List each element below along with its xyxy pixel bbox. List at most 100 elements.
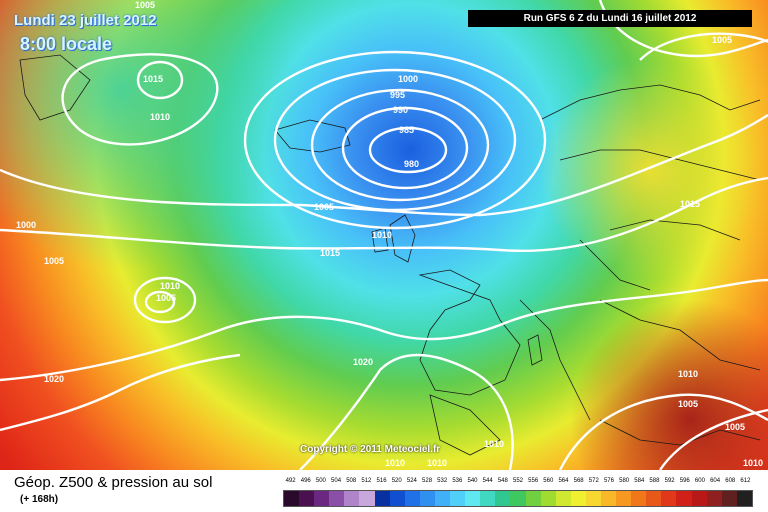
scale-value-label: 500 xyxy=(315,478,326,484)
isobar-label: 1010 xyxy=(150,112,170,122)
isobar-label: 1015 xyxy=(680,199,700,209)
isobar-label: 1020 xyxy=(353,357,373,367)
scale-value-label: 496 xyxy=(300,478,311,484)
scale-swatch xyxy=(284,491,300,506)
isobar-label: 1015 xyxy=(143,74,163,84)
isobar-label: 995 xyxy=(390,90,405,100)
scale-value-label: 592 xyxy=(664,478,675,484)
map-title: Géop. Z500 & pression au sol xyxy=(14,474,213,491)
scale-value-label: 588 xyxy=(649,478,660,484)
scale-value-label: 512 xyxy=(361,478,372,484)
forecast-lead-time: (+ 168h) xyxy=(20,494,59,505)
scale-value-label: 568 xyxy=(573,478,584,484)
model-run-banner: Run GFS 6 Z du Lundi 16 juillet 2012 xyxy=(468,10,752,27)
isobars xyxy=(0,0,768,470)
forecast-time: 8:00 locale xyxy=(20,34,113,54)
isobar-label: 1005 xyxy=(314,202,334,212)
scale-value-label: 520 xyxy=(391,478,402,484)
isobar-label: 1005 xyxy=(678,399,698,409)
isobar-label: 990 xyxy=(393,105,408,115)
scale-value-label: 572 xyxy=(588,478,599,484)
scale-swatch xyxy=(434,491,451,506)
scale-swatch xyxy=(570,491,586,506)
scale-swatch xyxy=(495,491,511,506)
scale-swatch xyxy=(631,491,647,506)
isobar-label: 1010 xyxy=(372,230,392,240)
scale-value-label: 600 xyxy=(694,478,705,484)
weather-map: 1005 1015 1010 1000 995 990 985 980 1005… xyxy=(0,0,768,470)
scale-swatch xyxy=(676,491,692,506)
scale-value-label: 524 xyxy=(406,478,417,484)
isobar-label: 1020 xyxy=(44,374,64,384)
scale-value-label: 544 xyxy=(482,478,493,484)
scale-swatch xyxy=(661,491,677,506)
scale-value-label: 540 xyxy=(467,478,478,484)
scale-swatch xyxy=(736,491,752,506)
isobar-label: 1010 xyxy=(427,458,447,468)
scale-swatch xyxy=(374,491,390,506)
map-canvas: 1005 1015 1010 1000 995 990 985 980 1005… xyxy=(0,0,768,470)
scale-swatch xyxy=(450,491,466,506)
isobar-label: 1005 xyxy=(135,0,155,10)
isobar-label: 1010 xyxy=(385,458,405,468)
scale-swatch xyxy=(389,491,405,506)
scale-swatch xyxy=(616,491,632,506)
scale-value-label: 536 xyxy=(452,478,463,484)
isobar-label: 1000 xyxy=(16,220,36,230)
scale-swatch xyxy=(299,491,315,506)
scale-value-label: 532 xyxy=(437,478,448,484)
scale-value-label: 604 xyxy=(710,478,721,484)
scale-value-label: 576 xyxy=(603,478,614,484)
scale-value-label: 608 xyxy=(725,478,736,484)
scale-swatch xyxy=(314,491,330,506)
scale-value-label: 564 xyxy=(558,478,569,484)
scale-swatch xyxy=(404,491,420,506)
isobar-label: 980 xyxy=(404,159,419,169)
scale-swatch xyxy=(646,491,662,506)
scale-value-label: 548 xyxy=(497,478,508,484)
isobar-label: 1010 xyxy=(743,458,763,468)
scale-value-label: 556 xyxy=(528,478,539,484)
color-scale xyxy=(283,490,753,507)
scale-value-label: 508 xyxy=(346,478,357,484)
isobar-label: 1010 xyxy=(160,281,180,291)
scale-value-label: 492 xyxy=(285,478,296,484)
scale-swatch xyxy=(706,491,722,506)
scale-value-label: 528 xyxy=(422,478,433,484)
isobar-label: 1005 xyxy=(725,422,745,432)
copyright-notice: Copyright © 2011 Meteociel.fr xyxy=(300,444,441,455)
isobar-label: 1015 xyxy=(320,248,340,258)
scale-swatch xyxy=(585,491,601,506)
scale-value-label: 552 xyxy=(512,478,524,484)
isobar-label: 1010 xyxy=(484,439,504,449)
scale-swatch xyxy=(555,491,571,506)
isobar-labels: 1005 1015 1010 1000 995 990 985 980 1005… xyxy=(16,0,763,468)
scale-swatch xyxy=(510,491,526,506)
scale-swatch xyxy=(359,491,375,506)
scale-swatch xyxy=(525,491,541,506)
scale-swatch xyxy=(465,491,481,506)
scale-value-label: 612 xyxy=(740,478,751,484)
isobar-label: 985 xyxy=(399,125,414,135)
scale-value-label: 596 xyxy=(679,478,690,484)
scale-value-label: 560 xyxy=(543,478,554,484)
scale-swatch xyxy=(691,491,707,506)
scale-swatch xyxy=(344,491,360,506)
coastlines xyxy=(19,54,761,456)
forecast-date: Lundi 23 juillet 2012 xyxy=(14,12,157,29)
scale-swatch xyxy=(721,491,737,506)
mediterranean-hot-area xyxy=(0,0,768,470)
scale-swatch xyxy=(419,491,435,506)
scale-value-label: 584 xyxy=(634,478,645,484)
isobar-label: 1005 xyxy=(44,256,64,266)
scale-value-label: 504 xyxy=(331,478,342,484)
isobar-label: 1000 xyxy=(398,74,418,84)
scale-swatch xyxy=(329,491,345,506)
scale-swatch xyxy=(480,491,496,506)
isobar-label: 1005 xyxy=(156,293,176,303)
color-scale-labels: 492 496 500 504 508 512 516 520 524 528 532 536 540 5… xyxy=(283,478,753,488)
isobar-label: 1005 xyxy=(712,35,732,45)
scale-value-label: 580 xyxy=(619,478,630,484)
scale-swatch xyxy=(600,491,617,506)
scale-swatch xyxy=(540,491,556,506)
